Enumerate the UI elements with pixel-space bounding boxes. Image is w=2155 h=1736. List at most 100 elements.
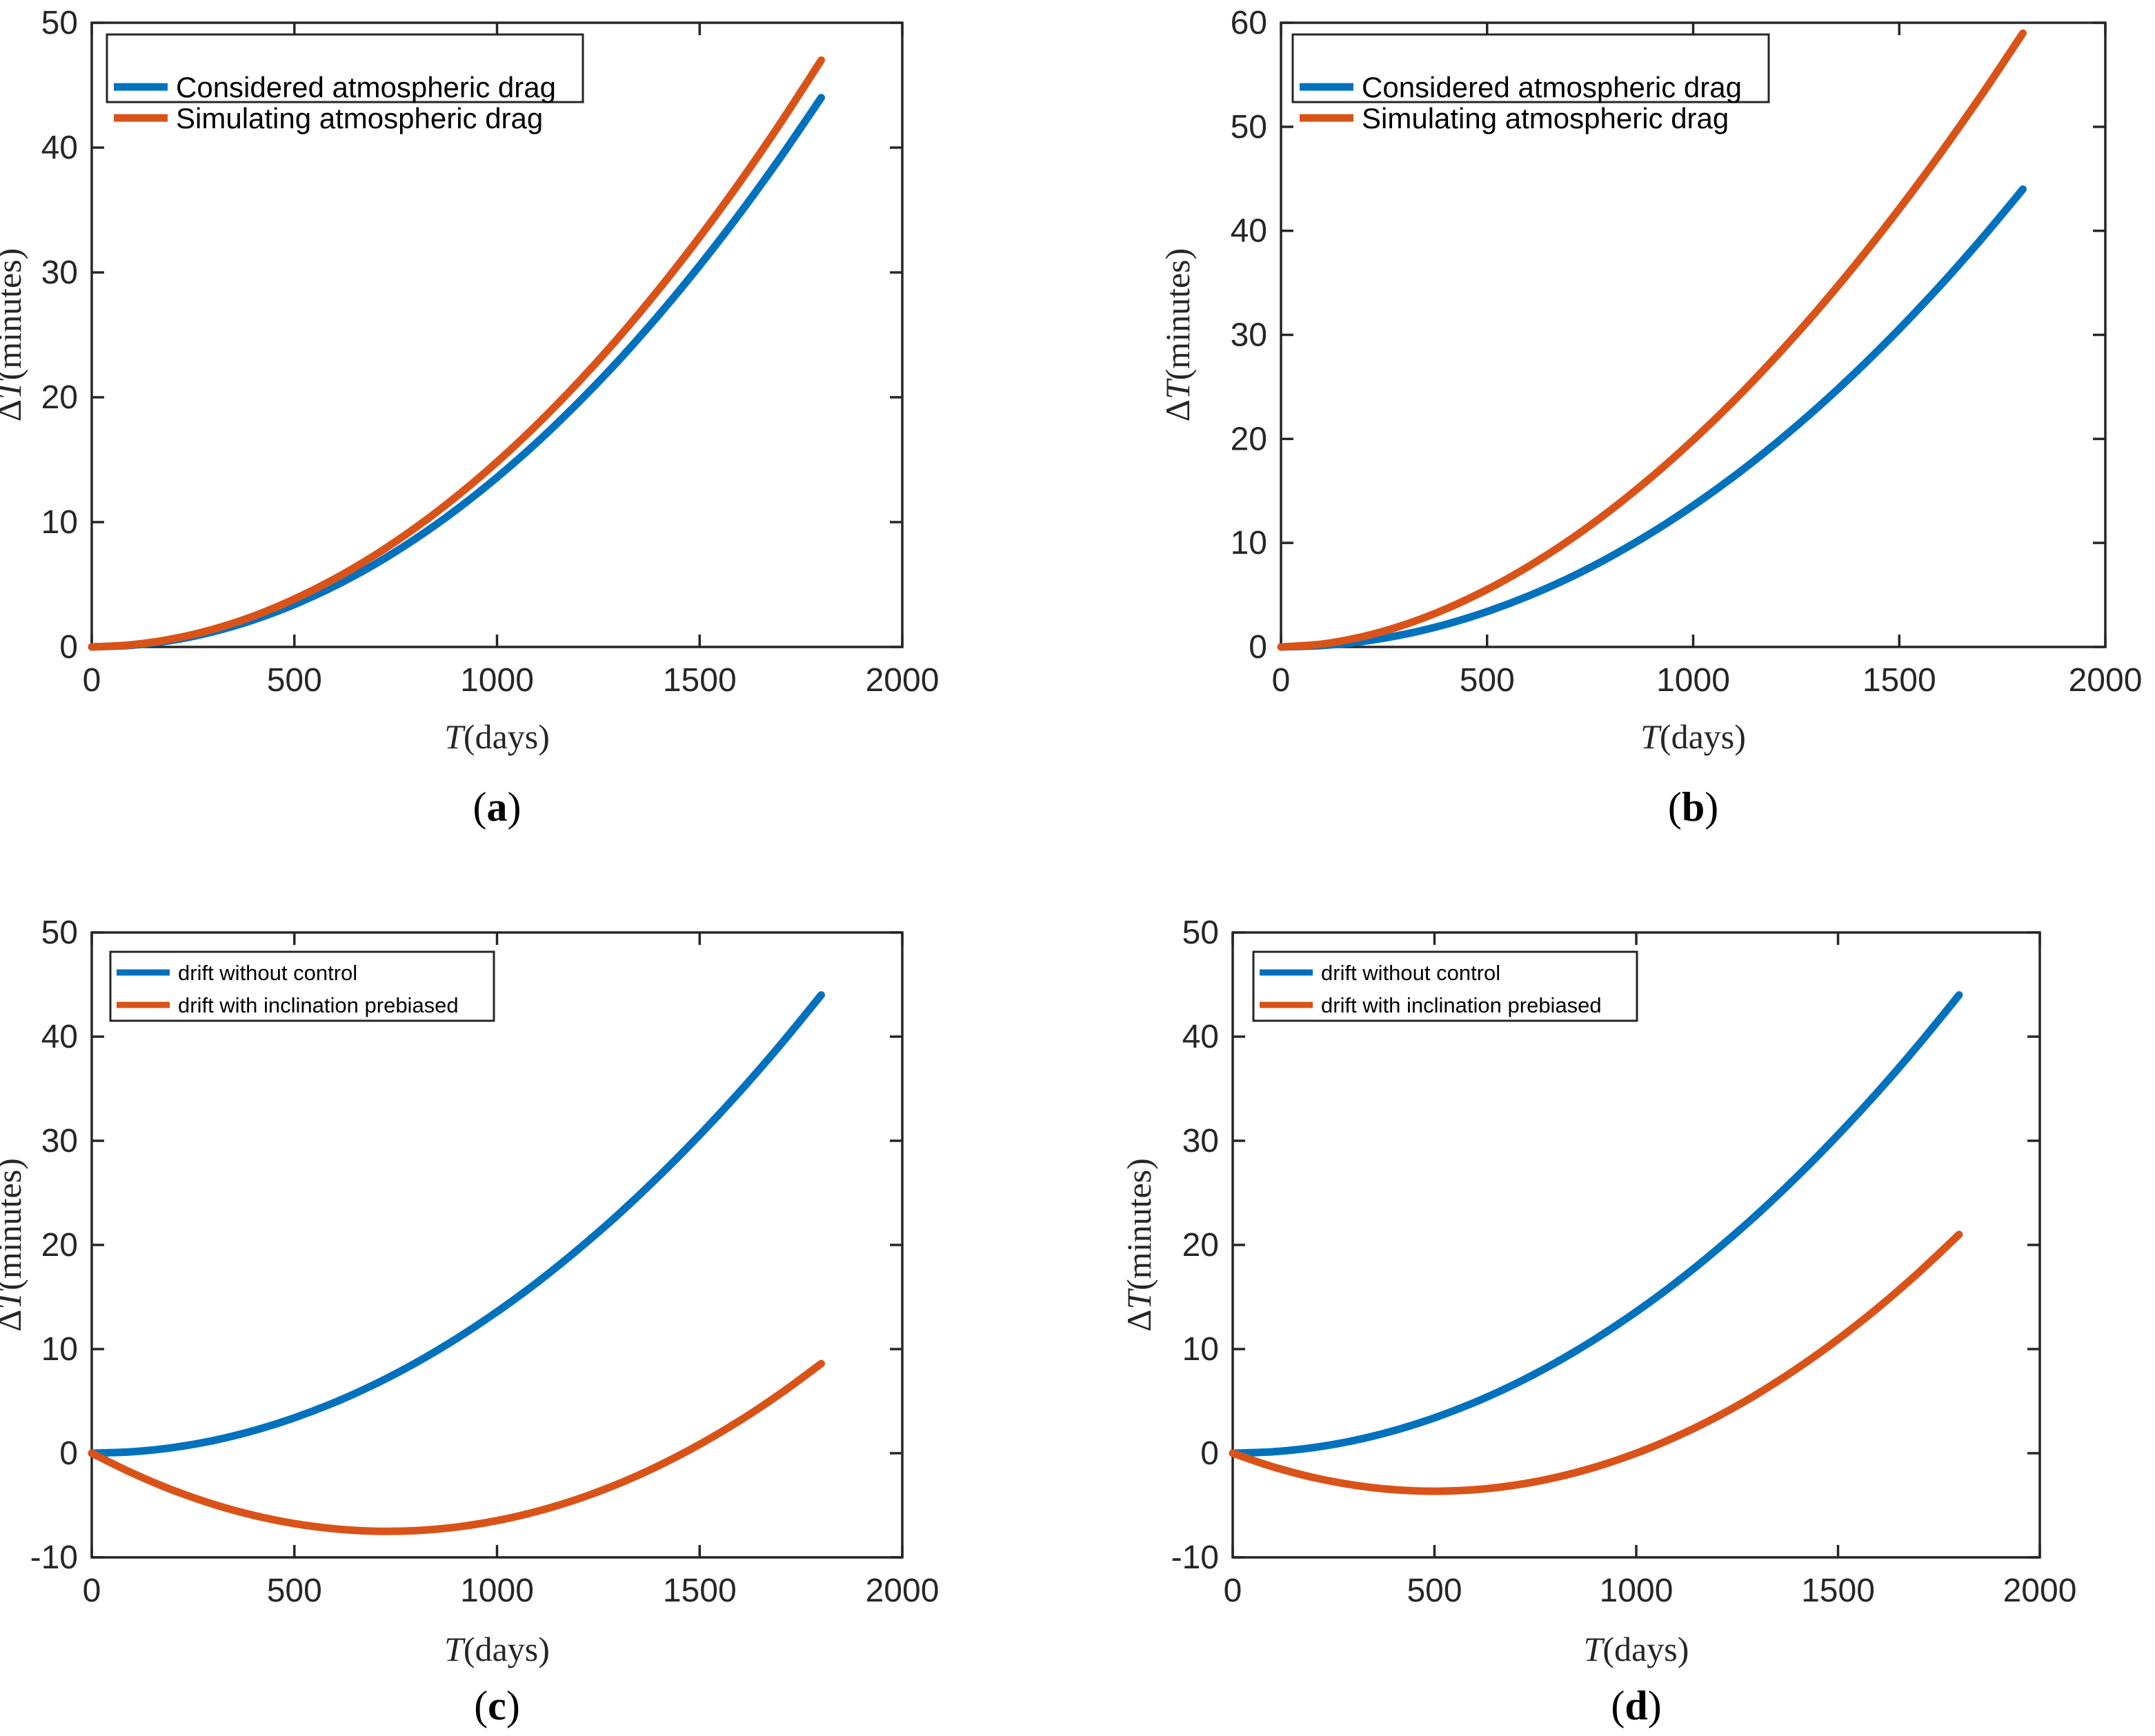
y-tick-label: -10 xyxy=(30,1539,78,1576)
y-tick-label: 20 xyxy=(1231,421,1267,457)
x-tick-label: 0 xyxy=(1272,662,1291,699)
subfigure-label-letter: c xyxy=(488,1683,506,1728)
y-axis-label-units: (minutes) xyxy=(1120,1158,1158,1290)
legend-box xyxy=(1291,33,1770,103)
y-tick-label: 10 xyxy=(1182,1331,1219,1368)
x-tick-label: 500 xyxy=(267,1573,322,1609)
y-axis-label-units: (minutes) xyxy=(0,1158,28,1290)
y-axis-label-units: (minutes) xyxy=(0,248,28,381)
y-tick-label: 30 xyxy=(41,255,78,291)
y-tick-label: 30 xyxy=(1182,1123,1219,1159)
legend-box xyxy=(106,33,584,103)
x-axis-label-symbol: T xyxy=(1584,1630,1605,1668)
subfigure-label-paren-open: ( xyxy=(473,784,487,830)
subfigure-label-paren-close: ) xyxy=(1648,1683,1662,1728)
y-tick-label: -10 xyxy=(1171,1539,1219,1576)
y-tick-label: 40 xyxy=(41,1019,78,1055)
legend-box xyxy=(1252,950,1638,1022)
subfigure-label: (d) xyxy=(1611,1683,1661,1728)
legend-box xyxy=(109,950,495,1022)
legend-label-simulating-atmospheric-drag: Simulating atmospheric drag xyxy=(176,102,543,134)
legend-label-simulating-atmospheric-drag: Simulating atmospheric drag xyxy=(1362,102,1729,134)
subfigure-label-paren-open: ( xyxy=(474,1683,488,1728)
y-tick-label: 0 xyxy=(1200,1435,1219,1472)
y-tick-label: 50 xyxy=(41,5,78,41)
x-tick-label: 0 xyxy=(83,1573,101,1609)
series-line-considered-atmospheric-drag xyxy=(1277,185,2027,651)
y-tick-label: 10 xyxy=(41,1331,78,1368)
legend-label-drift-with-inclination-prebiased: drift with inclination prebiased xyxy=(178,993,459,1017)
panel-d: 0 500 1000 1500 2000 -10 0 10 20 30 40 50 drift with… xyxy=(1078,868,2155,1736)
y-axis-label-symbol: T xyxy=(1158,378,1197,399)
x-tick-label: 2000 xyxy=(866,1573,940,1609)
x-tick-label: 1500 xyxy=(663,662,737,699)
series-line-drift-with-inclination-prebiased xyxy=(1229,1230,1963,1495)
axes-box xyxy=(1231,931,2041,1559)
series-line-drift-without-control xyxy=(1229,991,1963,1457)
chart-b: 0 500 1000 1500 2000 0 10 20 30 40 50 60 Considered … xyxy=(1158,5,2143,830)
x-tick-label: 1000 xyxy=(1600,1573,1674,1609)
x-tick-label: 500 xyxy=(1460,662,1515,699)
legend-label-drift-with-inclination-prebiased: drift with inclination prebiased xyxy=(1321,993,1602,1017)
y-tick-label: 40 xyxy=(1231,213,1267,250)
subfigure-label-paren-close: ) xyxy=(1705,784,1718,830)
legend-label-drift-without-control: drift without control xyxy=(1321,961,1500,985)
y-axis-label-symbol: T xyxy=(1120,1288,1158,1310)
x-tick-label: 500 xyxy=(267,662,322,699)
axes-box xyxy=(90,931,904,1559)
x-axis-label-units: (days) xyxy=(1660,717,1746,756)
y-axis-label-symbol: T xyxy=(0,1288,28,1310)
y-axis-label: ΔT(minutes) xyxy=(0,1158,28,1332)
y-axis-label-units: (minutes) xyxy=(1158,248,1197,381)
y-axis-label-delta: Δ xyxy=(0,1310,28,1332)
series-line-simulating-atmospheric-drag xyxy=(88,56,825,651)
legend-label-drift-without-control: drift without control xyxy=(178,961,357,985)
y-tick-label: 20 xyxy=(1182,1227,1219,1264)
y-tick-label: 10 xyxy=(41,504,78,541)
chart-a: 0 500 1000 1500 2000 0 10 20 30 40 50 Considered at… xyxy=(0,5,940,830)
x-tick-label: 1000 xyxy=(1656,662,1730,699)
x-axis-label-symbol: T xyxy=(444,1630,466,1668)
x-tick-label: 2000 xyxy=(2003,1573,2077,1609)
series-line-simulating-atmospheric-drag xyxy=(1277,29,2027,651)
x-tick-label: 1500 xyxy=(1863,662,1936,699)
subfigure-label: (c) xyxy=(474,1683,520,1728)
legend-label-considered-atmospheric-drag: Considered atmospheric drag xyxy=(1362,71,1742,103)
y-axis-label-delta: Δ xyxy=(1120,1310,1158,1332)
x-axis-label: T(days) xyxy=(1640,717,1746,756)
x-tick-label: 1500 xyxy=(1801,1573,1875,1609)
y-tick-label: 0 xyxy=(59,629,78,666)
y-axis-label-symbol: T xyxy=(0,378,28,399)
subfigure-label-paren-close: ) xyxy=(508,784,522,830)
panel-a: 0 500 1000 1500 2000 0 10 20 30 40 50 Considered at… xyxy=(0,0,1078,868)
subfigure-label-letter: a xyxy=(487,784,508,830)
x-tick-label: 2000 xyxy=(2069,662,2143,699)
y-tick-label: 0 xyxy=(59,1435,78,1472)
subfigure-label-paren-open: ( xyxy=(1611,1683,1625,1728)
series-line-considered-atmospheric-drag xyxy=(88,94,825,651)
y-tick-label: 30 xyxy=(41,1123,78,1159)
y-tick-label: 50 xyxy=(41,915,78,951)
x-axis-label-symbol: T xyxy=(1640,717,1662,756)
y-axis-label: ΔT(minutes) xyxy=(0,248,28,422)
legend: drift without control drift with inclinat… xyxy=(1252,950,1638,1022)
x-tick-label: 0 xyxy=(83,662,101,699)
y-tick-label: 40 xyxy=(1182,1019,1219,1055)
x-axis-label-units: (days) xyxy=(1602,1630,1689,1668)
y-axis-label: ΔT(minutes) xyxy=(1120,1158,1158,1332)
panel-b: 0 500 1000 1500 2000 0 10 20 30 40 50 60 Considered … xyxy=(1078,0,2155,868)
x-tick-label: 1000 xyxy=(460,662,534,699)
x-axis-label: T(days) xyxy=(444,717,550,756)
x-axis-label-units: (days) xyxy=(464,1630,550,1668)
y-tick-label: 20 xyxy=(41,1227,78,1264)
x-axis-label: T(days) xyxy=(1584,1630,1689,1668)
x-tick-label: 2000 xyxy=(866,662,940,699)
y-axis-label-delta: Δ xyxy=(1158,399,1197,421)
y-tick-label: 50 xyxy=(1182,915,1219,951)
x-axis-label-units: (days) xyxy=(464,717,550,756)
